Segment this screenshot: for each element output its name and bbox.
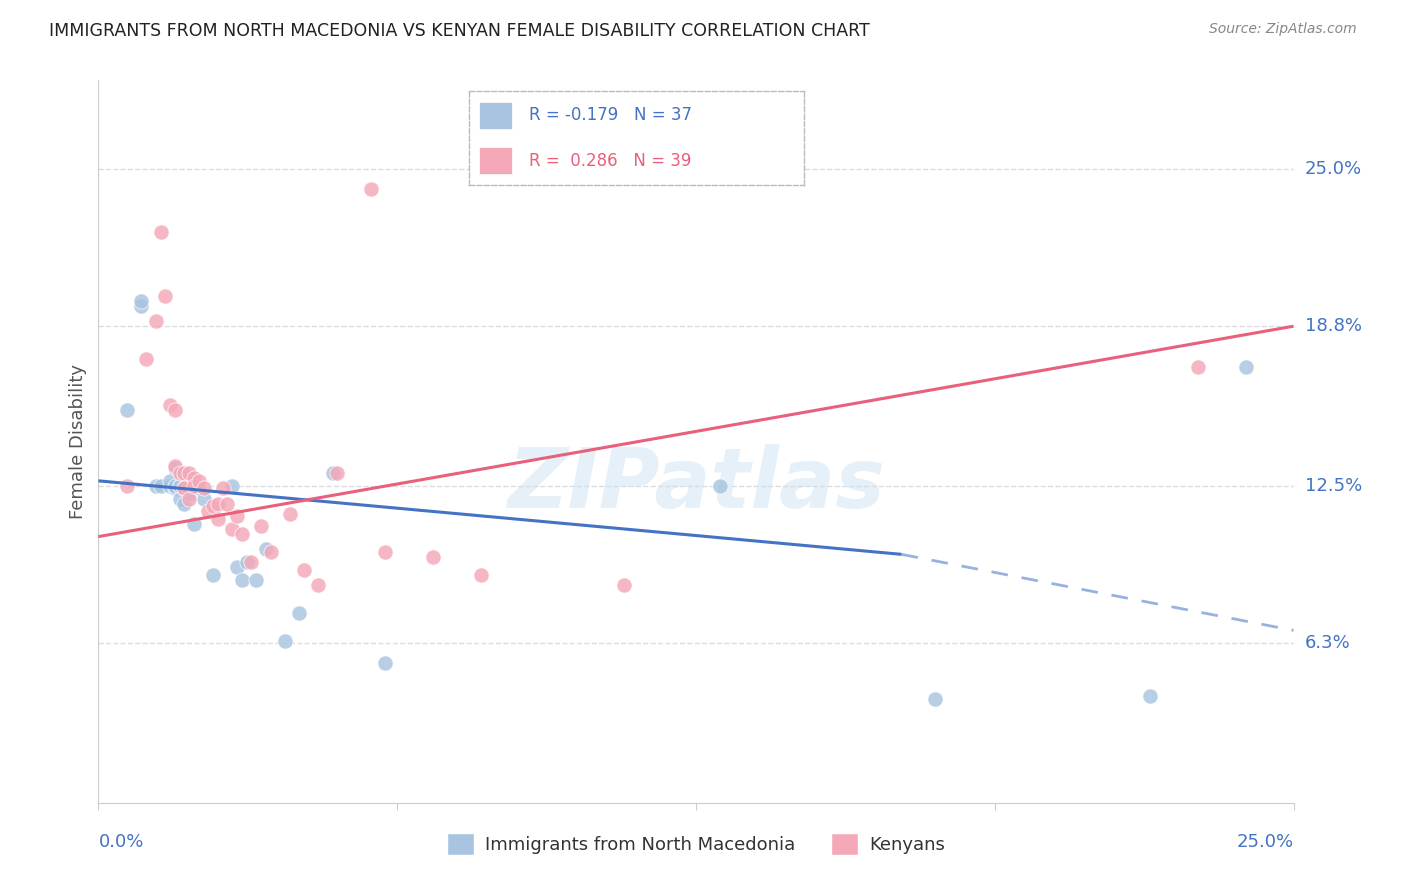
Point <box>183 479 205 493</box>
Text: IMMIGRANTS FROM NORTH MACEDONIA VS KENYAN FEMALE DISABILITY CORRELATION CHART: IMMIGRANTS FROM NORTH MACEDONIA VS KENYA… <box>49 22 870 40</box>
Point <box>326 467 349 481</box>
Text: ZIPatlas: ZIPatlas <box>508 444 884 525</box>
Point <box>226 509 249 524</box>
Point <box>254 542 277 557</box>
Point <box>173 482 195 496</box>
Point <box>278 507 301 521</box>
Text: 12.5%: 12.5% <box>1305 477 1362 495</box>
Point <box>115 479 138 493</box>
Point <box>183 479 205 493</box>
Point <box>207 497 229 511</box>
Point <box>155 289 177 303</box>
Point <box>307 578 329 592</box>
Point <box>1187 359 1209 374</box>
Point <box>135 352 157 367</box>
Point <box>163 402 186 417</box>
Point <box>179 491 201 506</box>
Point <box>292 563 315 577</box>
Point <box>187 474 209 488</box>
Point <box>149 226 172 240</box>
Point <box>197 504 219 518</box>
Point <box>1234 359 1257 374</box>
Point <box>217 497 239 511</box>
Point <box>145 479 167 493</box>
Y-axis label: Female Disability: Female Disability <box>69 364 87 519</box>
Point <box>1139 690 1161 704</box>
Point <box>226 560 249 574</box>
Legend: Immigrants from North Macedonia, Kenyans: Immigrants from North Macedonia, Kenyans <box>440 826 952 863</box>
Point <box>274 633 297 648</box>
Point <box>207 512 229 526</box>
Point <box>169 467 191 481</box>
Text: 6.3%: 6.3% <box>1305 634 1350 652</box>
Text: 0.0%: 0.0% <box>98 833 143 851</box>
Point <box>221 479 243 493</box>
Point <box>163 458 186 473</box>
Point <box>173 467 195 481</box>
Point <box>173 482 195 496</box>
Point <box>240 555 263 569</box>
Point <box>173 482 195 496</box>
Text: 25.0%: 25.0% <box>1236 833 1294 851</box>
Point <box>193 491 215 506</box>
Point <box>131 293 153 308</box>
Point <box>169 479 191 493</box>
Point <box>709 479 731 493</box>
Point <box>131 299 153 313</box>
Point <box>259 545 281 559</box>
Text: 25.0%: 25.0% <box>1305 160 1362 178</box>
Point <box>163 479 186 493</box>
Point <box>211 482 233 496</box>
Point <box>360 182 382 196</box>
Point <box>169 491 191 506</box>
Point <box>149 479 172 493</box>
Point <box>245 573 267 587</box>
Point <box>163 482 186 496</box>
Point <box>231 527 253 541</box>
Point <box>250 519 273 533</box>
Point <box>173 497 195 511</box>
Point <box>187 482 209 496</box>
Point <box>179 486 201 500</box>
Point <box>145 314 167 328</box>
Point <box>183 516 205 531</box>
Point <box>169 479 191 493</box>
Point <box>235 555 257 569</box>
Point <box>163 461 186 475</box>
Point <box>470 567 492 582</box>
Point <box>231 573 253 587</box>
Point <box>202 567 225 582</box>
Text: 18.8%: 18.8% <box>1305 318 1361 335</box>
Point <box>613 578 636 592</box>
Point <box>374 657 396 671</box>
Text: Source: ZipAtlas.com: Source: ZipAtlas.com <box>1209 22 1357 37</box>
Point <box>202 499 225 513</box>
Point <box>179 482 201 496</box>
Point <box>183 471 205 485</box>
Point <box>924 691 946 706</box>
Point <box>159 474 181 488</box>
Point <box>322 467 344 481</box>
Point <box>159 398 181 412</box>
Point <box>193 482 215 496</box>
Point <box>115 402 138 417</box>
Point <box>374 545 396 559</box>
Point <box>221 522 243 536</box>
Point <box>159 479 181 493</box>
Point <box>179 467 201 481</box>
Point <box>288 606 311 620</box>
Point <box>422 549 444 564</box>
